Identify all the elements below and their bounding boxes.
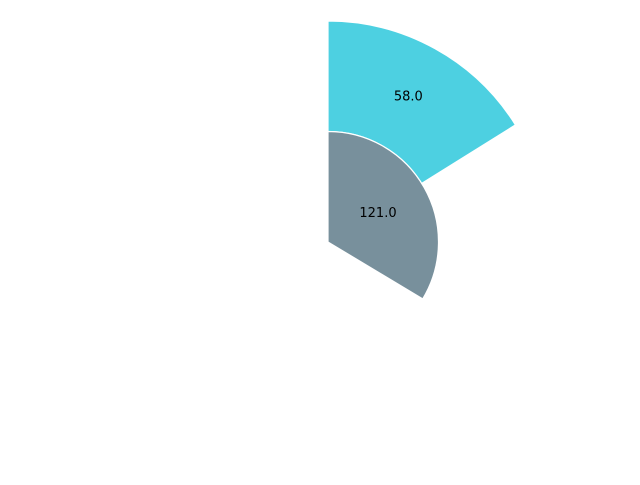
ring-1-wedge-0 bbox=[327, 130, 440, 300]
ring-0-wedge-0-label: 58.0 bbox=[394, 90, 423, 105]
ring-1-wedge-0-label: 121.0 bbox=[359, 206, 396, 221]
